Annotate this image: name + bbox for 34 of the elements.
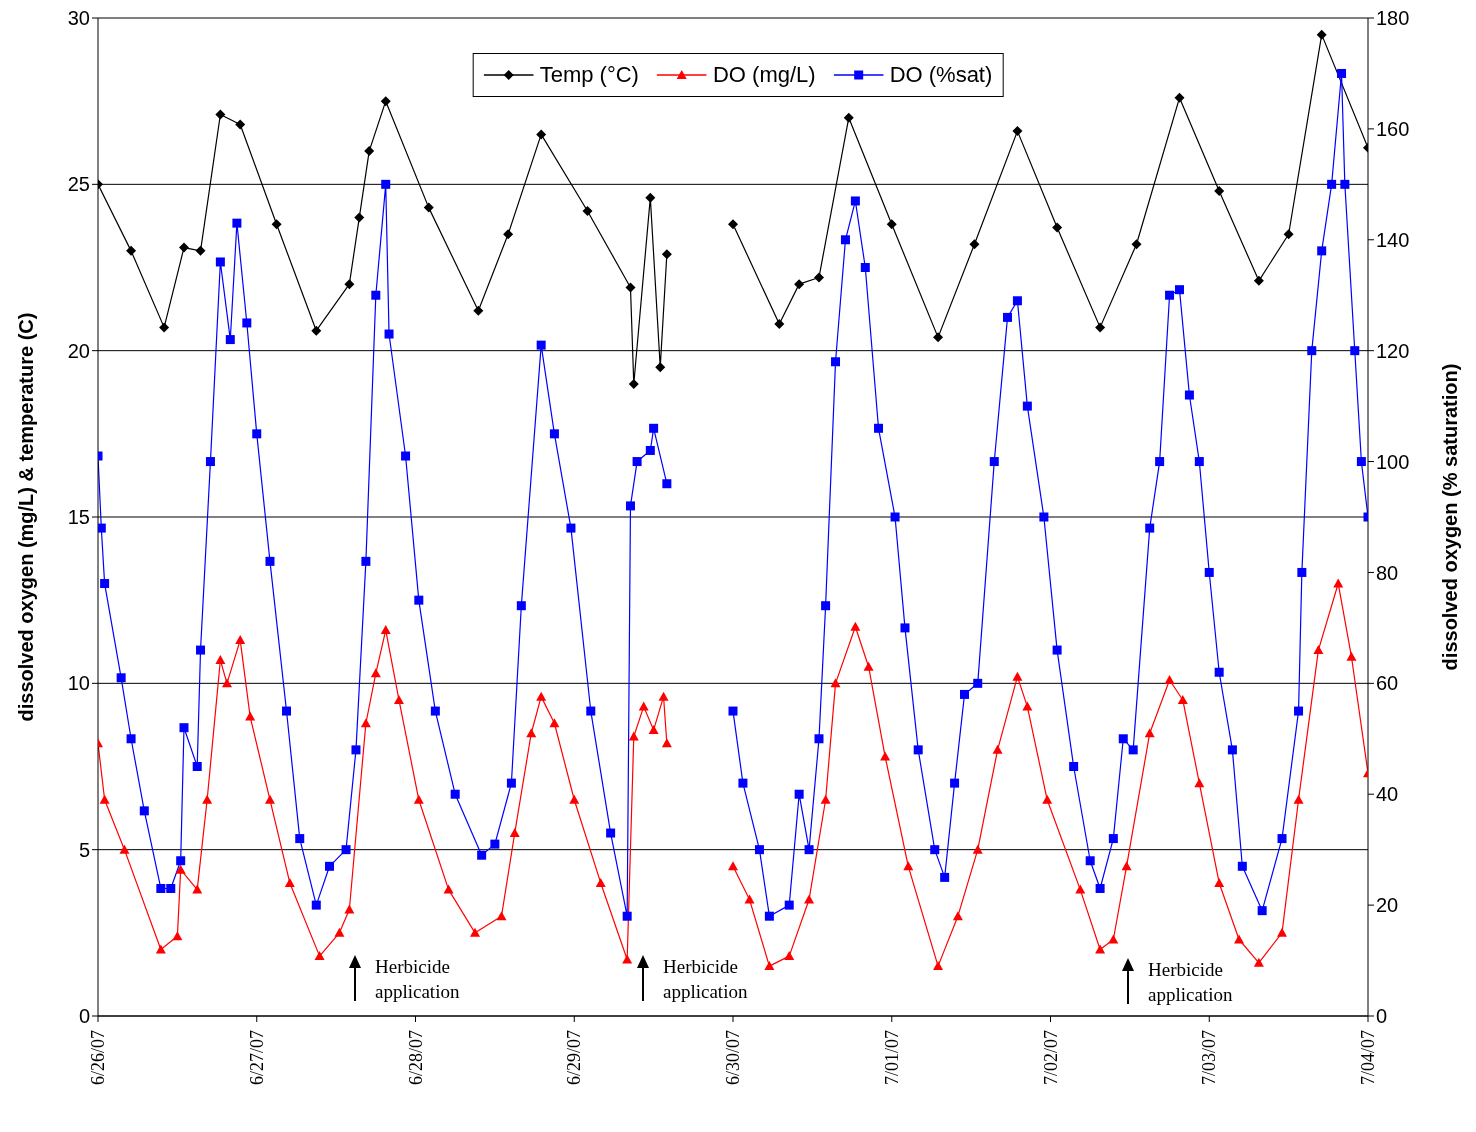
annotation: Herbicide application bbox=[375, 956, 460, 1002]
y-tick-label: 0 bbox=[78, 1005, 90, 1028]
y2-tick-label: 0 bbox=[1376, 1005, 1388, 1028]
annotation: Herbicide application bbox=[1148, 959, 1233, 1005]
y-tick-label: 10 bbox=[67, 672, 90, 695]
x-tick-label: 7/04/07 bbox=[1358, 1030, 1378, 1086]
x-tick-label: 6/29/07 bbox=[564, 1030, 585, 1086]
legend-label: Temp (°C) bbox=[539, 62, 639, 88]
y-tick-label: 15 bbox=[67, 506, 90, 529]
y-tick-label: 5 bbox=[78, 838, 90, 861]
y-tick-label: 20 bbox=[67, 339, 90, 362]
legend-label: DO (%sat) bbox=[889, 62, 993, 88]
annotation: Herbicide application bbox=[663, 956, 748, 1002]
y2-axis-title: dissolved oxygen (% saturation) bbox=[1439, 363, 1462, 671]
y2-tick-label: 100 bbox=[1376, 450, 1410, 473]
y2-tick-label: 140 bbox=[1376, 228, 1410, 251]
legend-label: DO (mg/L) bbox=[712, 62, 816, 88]
x-tick-label: 7/02/07 bbox=[1040, 1030, 1061, 1086]
x-tick-label: 6/27/07 bbox=[246, 1030, 267, 1086]
x-tick-label: 6/30/07 bbox=[723, 1030, 743, 1086]
y2-tick-label: 40 bbox=[1376, 783, 1399, 806]
y-tick-label: 30 bbox=[67, 7, 90, 30]
y-tick-label: 25 bbox=[67, 173, 90, 196]
y2-tick-label: 80 bbox=[1376, 561, 1399, 584]
y-axis-title: dissolved oxygen (mg/L) & temperature (C) bbox=[15, 312, 38, 722]
x-tick-label: 7/03/07 bbox=[1199, 1030, 1220, 1086]
y2-tick-label: 180 bbox=[1376, 7, 1410, 30]
x-tick-label: 7/01/07 bbox=[881, 1030, 902, 1086]
x-tick-label: 6/26/07 bbox=[88, 1030, 108, 1086]
y2-tick-label: 60 bbox=[1376, 672, 1399, 695]
y2-tick-label: 20 bbox=[1376, 894, 1399, 917]
y2-tick-label: 120 bbox=[1376, 339, 1410, 362]
y2-tick-label: 160 bbox=[1376, 117, 1410, 140]
x-tick-label: 6/28/07 bbox=[405, 1030, 426, 1086]
